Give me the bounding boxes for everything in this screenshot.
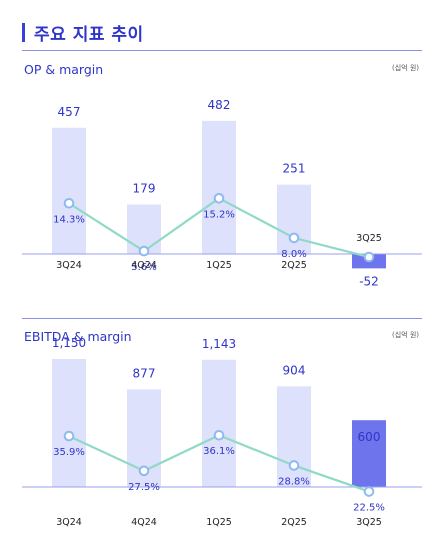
op-margin-marker xyxy=(138,245,150,257)
ebitda-category-label: 4Q24 xyxy=(131,517,157,528)
ebitda-chart-unit: (십억 원) xyxy=(391,331,419,339)
op-category-label: 1Q25 xyxy=(206,260,232,271)
op-margin-chart: 457 179 482 251 -52 14.3% 5.6% 15.2% 8.0% 3Q24 4Q2… xyxy=(22,98,422,288)
ebitda-bar xyxy=(52,359,86,487)
ebitda-margin-label: 36.1% xyxy=(203,446,235,457)
op-category-label: 3Q25 xyxy=(356,233,382,244)
ebitda-value-label: 904 xyxy=(283,363,306,377)
ebitda-bar xyxy=(352,420,386,487)
op-category-label: 2Q25 xyxy=(281,260,307,271)
ebitda-value-label: 1,150 xyxy=(52,336,86,350)
ebitda-margin-marker xyxy=(288,460,300,471)
ebitda-margin-marker xyxy=(138,465,150,477)
ebitda-category-label: 3Q25 xyxy=(356,517,382,528)
op-value-label: 179 xyxy=(133,182,156,196)
ebitda-margin-marker xyxy=(213,429,225,441)
op-value-label: 457 xyxy=(58,105,81,119)
op-value-label: -52 xyxy=(359,274,379,288)
ebitda-category-label: 3Q24 xyxy=(56,517,82,528)
op-margin-label: 8.0% xyxy=(281,249,306,260)
ebitda-margin-marker xyxy=(363,486,375,497)
section-divider xyxy=(22,318,422,319)
ebitda-category-label: 1Q25 xyxy=(206,517,232,528)
title-accent-bar xyxy=(22,23,25,42)
ebitda-bar xyxy=(277,386,311,487)
title-bar: 주요 지표 추이 xyxy=(22,20,144,45)
op-value-label: 482 xyxy=(208,98,231,112)
op-margin-marker xyxy=(63,197,75,209)
ebitda-margin-label: 35.9% xyxy=(53,447,85,458)
ebitda-bar xyxy=(202,359,236,487)
ebitda-margin-label: 27.5% xyxy=(128,482,160,493)
op-chart-unit: (십억 원) xyxy=(391,64,419,72)
op-margin-marker xyxy=(213,193,225,204)
op-bar xyxy=(127,204,161,254)
op-category-label: 3Q24 xyxy=(56,260,82,271)
op-category-label: 4Q24 xyxy=(131,260,157,271)
op-chart-title: OP & margin xyxy=(24,62,104,77)
op-margin-marker xyxy=(288,232,300,244)
op-bar xyxy=(52,127,86,254)
ebitda-value-label: 1,143 xyxy=(202,337,236,351)
op-margin-label: 14.3% xyxy=(53,214,85,225)
op-bar xyxy=(202,120,236,254)
ebitda-value-label: 877 xyxy=(133,366,156,380)
ebitda-margin-label: 22.5% xyxy=(353,503,385,514)
op-margin-label: 5.6% xyxy=(131,262,156,273)
op-margin-marker xyxy=(363,251,375,263)
ebitda-chart-title: EBITDA & margin xyxy=(24,329,132,344)
ebitda-margin-marker xyxy=(63,430,75,442)
op-margin-label: 15.2% xyxy=(203,209,235,220)
title-divider xyxy=(22,50,422,51)
op-value-label: 251 xyxy=(283,162,306,176)
ebitda-value-label: 600 xyxy=(358,430,381,444)
ebitda-category-label: 2Q25 xyxy=(281,517,307,528)
ebitda-margin-label: 28.8% xyxy=(278,476,310,487)
page-title: 주요 지표 추이 xyxy=(34,25,144,45)
